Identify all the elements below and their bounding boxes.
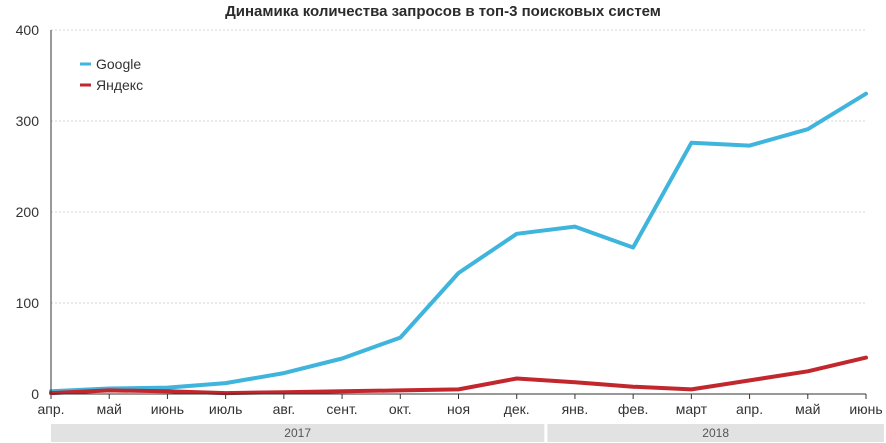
x-tick-label: апр. — [37, 401, 64, 417]
x-tick-label: апр. — [736, 401, 763, 417]
series-lines — [49, 91, 868, 396]
legend: Google Яндекс — [80, 56, 143, 93]
x-tick-label: май — [795, 401, 820, 417]
y-tick-label: 400 — [16, 22, 40, 38]
year-label: 2018 — [702, 426, 729, 440]
x-tick-label: март — [676, 401, 708, 417]
x-tick-label: май — [97, 401, 122, 417]
legend-label: Google — [96, 56, 141, 72]
series-line-0 — [49, 91, 868, 394]
x-tick-label: авг. — [273, 401, 296, 417]
x-tick-label: окт. — [389, 401, 412, 417]
gridlines — [51, 29, 866, 304]
x-tick-label: ноя — [447, 401, 470, 417]
y-tick-label: 300 — [16, 113, 40, 129]
x-tick-label: фев. — [618, 401, 649, 417]
y-tick-label: 200 — [16, 204, 40, 220]
year-band-2018 — [547, 424, 884, 442]
x-tick-label: июль — [209, 401, 242, 417]
x-axis-ticks: апр. май июнь июль авг. сент. окт. ноя дек. янв. ф… — [37, 394, 883, 417]
x-tick-label: июнь — [151, 401, 184, 417]
x-tick-label: июнь — [849, 401, 882, 417]
year-band-2017 — [51, 424, 545, 442]
y-tick-label: 100 — [16, 295, 40, 311]
year-bands: 2017 2018 — [51, 424, 884, 442]
x-tick-label: янв. — [562, 401, 589, 417]
x-tick-label: дек. — [504, 401, 530, 417]
chart-title: Динамика количества запросов в топ-3 пои… — [225, 3, 661, 20]
y-tick-label: 0 — [31, 386, 39, 402]
year-label: 2017 — [284, 426, 311, 440]
x-tick-label: сент. — [326, 401, 357, 417]
y-axis-ticks: 0 100 200 300 400 — [16, 22, 40, 402]
series-line-1 — [49, 355, 868, 396]
legend-label: Яндекс — [96, 77, 143, 93]
